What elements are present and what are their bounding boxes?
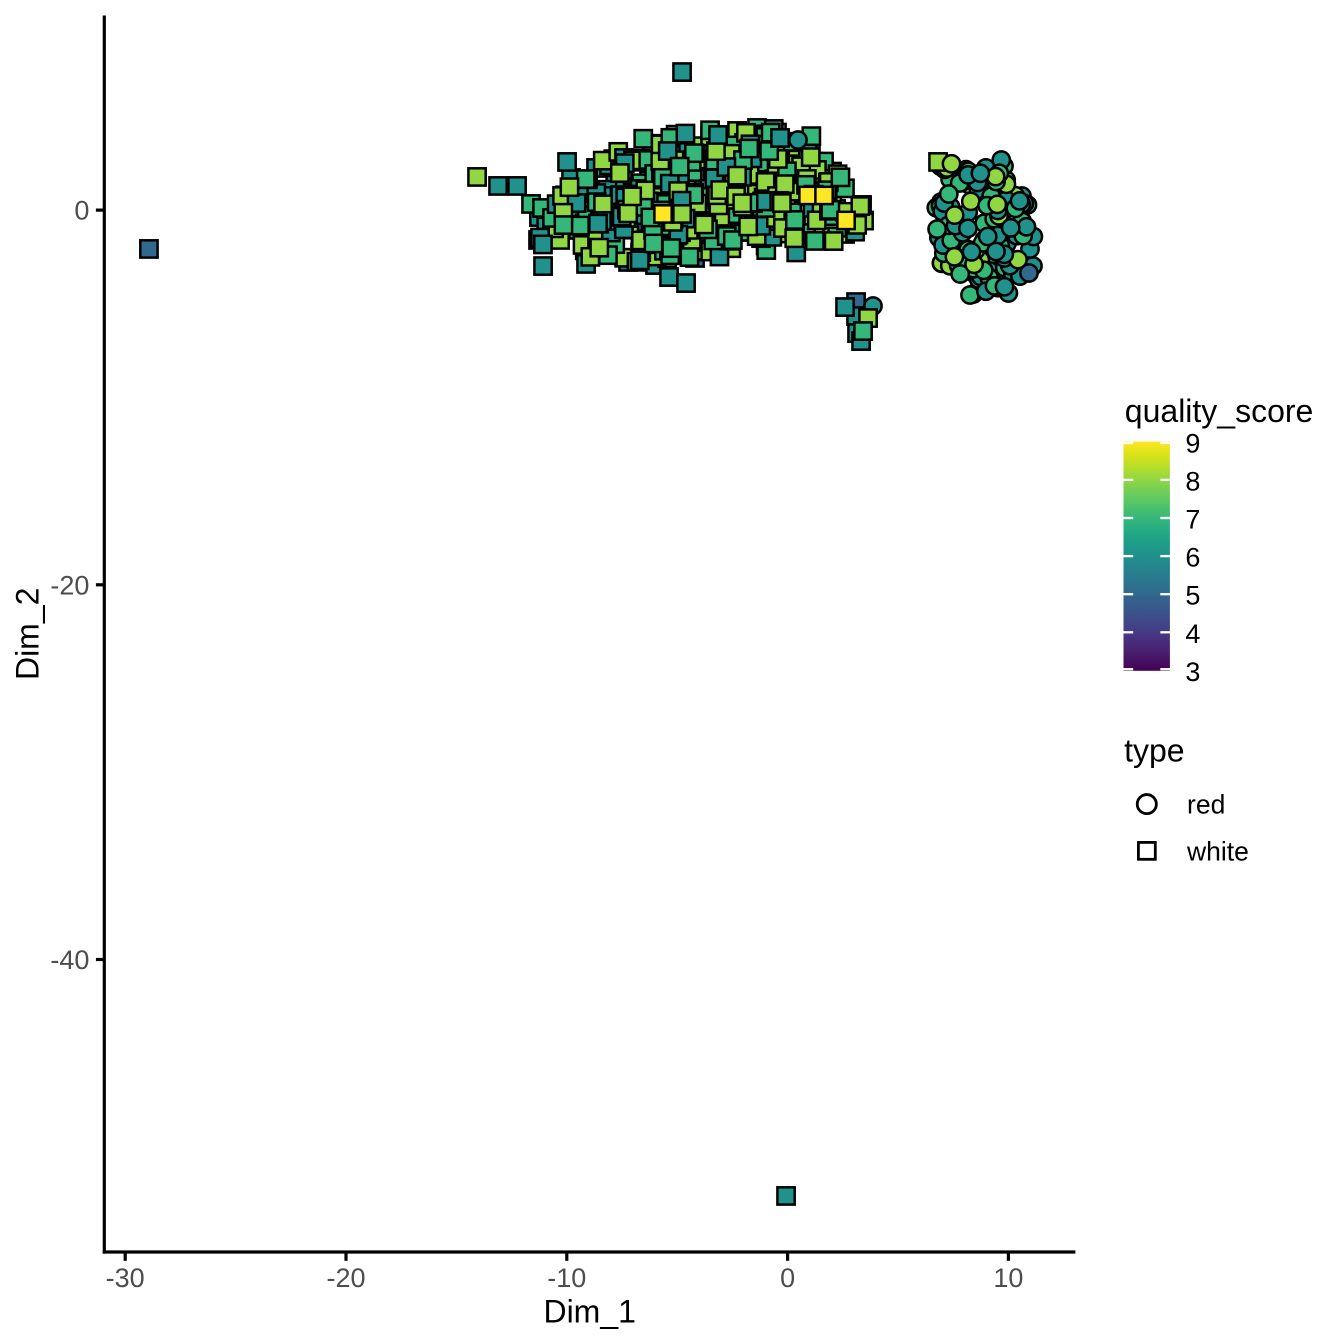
svg-text:8: 8 (1185, 466, 1200, 496)
svg-text:red: red (1187, 789, 1225, 819)
svg-text:Dim_1: Dim_1 (543, 1294, 635, 1330)
svg-text:7: 7 (1185, 505, 1200, 535)
svg-text:10: 10 (993, 1263, 1023, 1293)
svg-text:-10: -10 (547, 1263, 586, 1293)
svg-text:6: 6 (1185, 543, 1200, 573)
svg-text:0: 0 (780, 1263, 795, 1293)
svg-text:quality_score: quality_score (1125, 393, 1314, 429)
svg-text:0: 0 (74, 196, 89, 226)
svg-text:Dim_2: Dim_2 (10, 588, 46, 680)
svg-text:-20: -20 (50, 570, 89, 600)
svg-text:-30: -30 (106, 1263, 145, 1293)
svg-text:5: 5 (1185, 581, 1200, 611)
svg-text:white: white (1186, 837, 1249, 867)
svg-text:4: 4 (1185, 619, 1200, 649)
svg-text:-40: -40 (50, 945, 89, 975)
svg-text:-20: -20 (326, 1263, 365, 1293)
svg-text:type: type (1124, 733, 1184, 769)
svg-text:9: 9 (1185, 428, 1200, 458)
svg-text:3: 3 (1185, 657, 1200, 687)
